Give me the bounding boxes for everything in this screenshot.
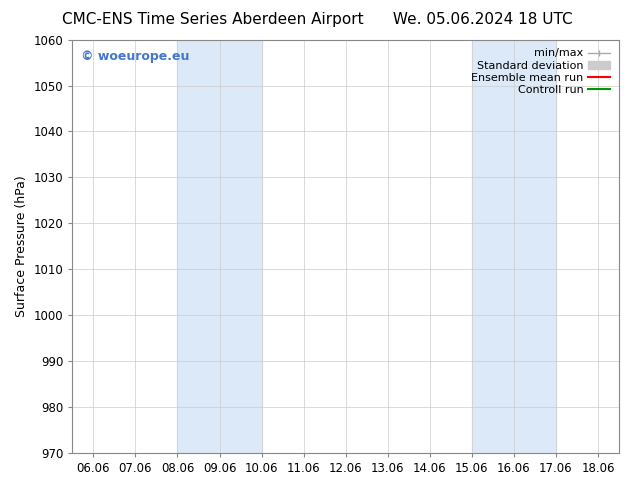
Legend: min/max, Standard deviation, Ensemble mean run, Controll run: min/max, Standard deviation, Ensemble me… [468, 45, 614, 98]
Text: CMC-ENS Time Series Aberdeen Airport      We. 05.06.2024 18 UTC: CMC-ENS Time Series Aberdeen Airport We.… [61, 12, 573, 27]
Y-axis label: Surface Pressure (hPa): Surface Pressure (hPa) [15, 175, 28, 317]
Bar [472, 40, 556, 453]
Text: © woeurope.eu: © woeurope.eu [81, 50, 189, 63]
Bar [178, 40, 262, 453]
